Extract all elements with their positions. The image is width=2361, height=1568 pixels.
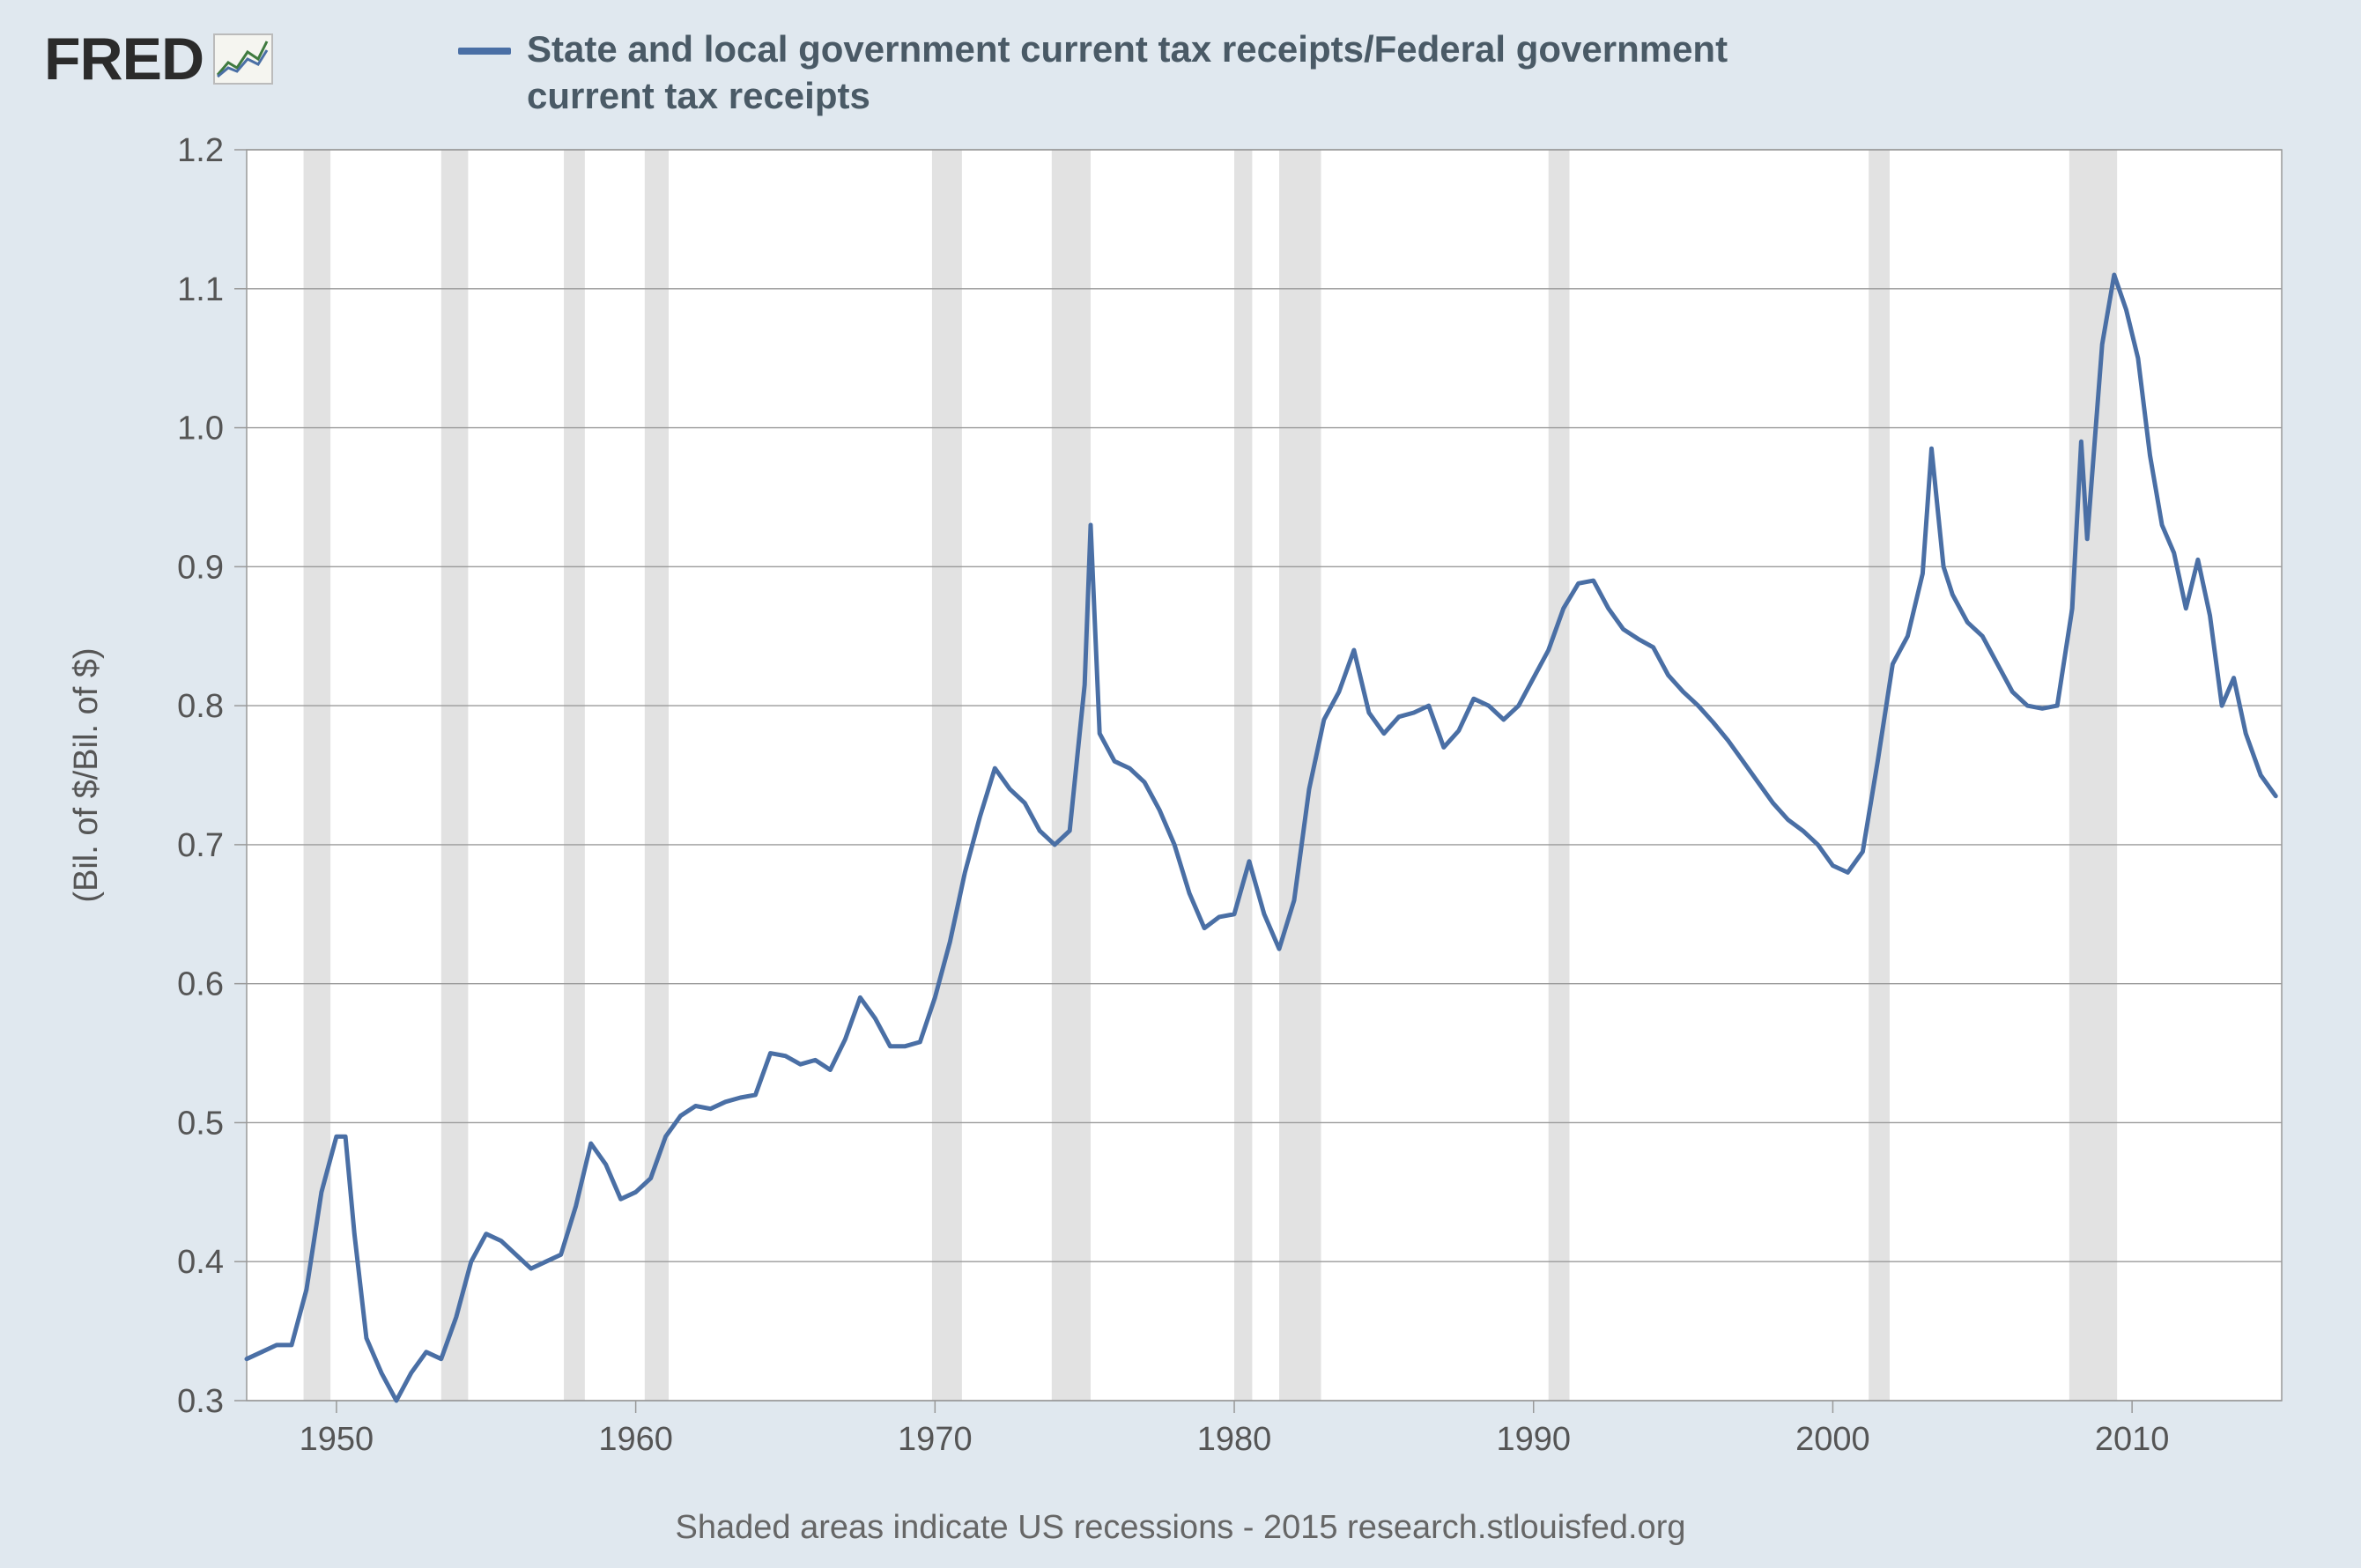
- y-tick-label: 0.3: [177, 1383, 224, 1420]
- x-tick-label: 1980: [1197, 1421, 1272, 1458]
- y-tick-label: 0.4: [177, 1244, 224, 1281]
- recession-band: [1234, 150, 1252, 1401]
- recession-band: [1869, 150, 1890, 1401]
- y-tick-label: 0.7: [177, 827, 224, 864]
- recession-band: [1052, 150, 1091, 1401]
- x-tick-label: 2000: [1795, 1421, 1870, 1458]
- x-tick-label: 1990: [1496, 1421, 1571, 1458]
- line-chart: 0.3 0.4 0.5 0.6 0.7 0.8 0.9 1.0 1.1 1.2 1950 1960 19…: [0, 0, 2361, 1568]
- recession-band: [645, 150, 669, 1401]
- y-tick-label: 1.2: [177, 132, 224, 169]
- x-tick-label: 1950: [300, 1421, 374, 1458]
- y-axis-label: (Bil. of $/Bil. of $): [68, 647, 105, 902]
- y-tick-label: 0.5: [177, 1105, 224, 1142]
- y-tick-label: 0.8: [177, 688, 224, 725]
- chart-container: FRED State and local government current …: [0, 0, 2361, 1568]
- y-tick-label: 1.0: [177, 410, 224, 447]
- x-tick-label: 1970: [898, 1421, 973, 1458]
- recession-band: [1279, 150, 1321, 1401]
- y-tick-label: 0.6: [177, 966, 224, 1003]
- recession-band: [932, 150, 962, 1401]
- recession-band: [441, 150, 469, 1401]
- footer-caption: Shaded areas indicate US recessions - 20…: [0, 1509, 2361, 1547]
- recession-band: [2069, 150, 2117, 1401]
- y-tick-label: 1.1: [177, 271, 224, 308]
- recession-band: [1549, 150, 1570, 1401]
- y-tick-label: 0.9: [177, 549, 224, 586]
- x-tick-label: 1960: [598, 1421, 673, 1458]
- x-tick-label: 2010: [2095, 1421, 2170, 1458]
